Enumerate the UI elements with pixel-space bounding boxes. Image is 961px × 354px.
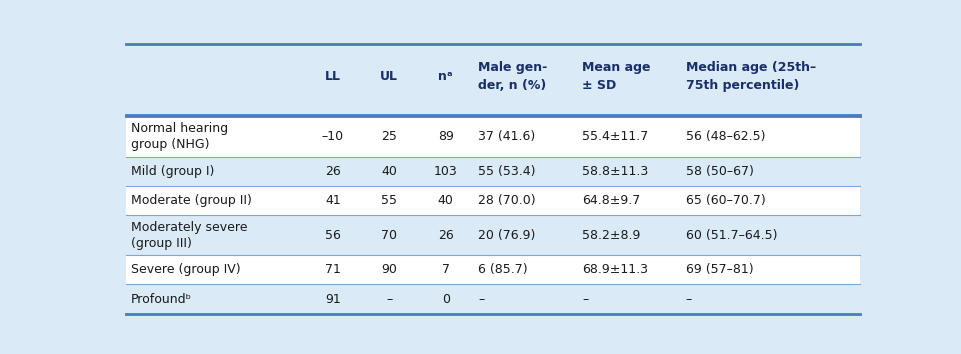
Text: nᵃ: nᵃ [438, 70, 453, 83]
Text: Male gen-
der, n (%): Male gen- der, n (%) [478, 61, 547, 92]
Text: 41: 41 [325, 194, 340, 207]
Text: 26: 26 [325, 165, 340, 178]
Text: 69 (57–81): 69 (57–81) [685, 263, 752, 276]
Text: –: – [478, 293, 484, 306]
Text: 55 (53.4): 55 (53.4) [478, 165, 535, 178]
Text: Mild (group I): Mild (group I) [131, 165, 214, 178]
Text: 58.2±8.9: 58.2±8.9 [581, 229, 640, 242]
Text: 60 (51.7–64.5): 60 (51.7–64.5) [685, 229, 776, 242]
Text: 71: 71 [325, 263, 340, 276]
Text: Moderate (group II): Moderate (group II) [131, 194, 251, 207]
Text: –: – [385, 293, 392, 306]
Text: 6 (85.7): 6 (85.7) [478, 263, 528, 276]
Text: 70: 70 [381, 229, 397, 242]
Text: 56: 56 [325, 229, 340, 242]
Text: 55: 55 [381, 194, 397, 207]
Text: 90: 90 [381, 263, 397, 276]
Text: 55.4±11.7: 55.4±11.7 [581, 130, 648, 143]
Text: –: – [581, 293, 588, 306]
Text: –10: –10 [322, 130, 344, 143]
Text: 40: 40 [381, 165, 397, 178]
Text: 68.9±11.3: 68.9±11.3 [581, 263, 648, 276]
Text: Normal hearing
group (NHG): Normal hearing group (NHG) [131, 122, 228, 151]
Text: 0: 0 [441, 293, 449, 306]
Text: 26: 26 [437, 229, 454, 242]
Text: 20 (76.9): 20 (76.9) [478, 229, 535, 242]
Text: Profoundᵇ: Profoundᵇ [131, 293, 191, 306]
Text: 91: 91 [325, 293, 340, 306]
Text: 56 (48–62.5): 56 (48–62.5) [685, 130, 765, 143]
Text: UL: UL [380, 70, 398, 83]
Text: 25: 25 [381, 130, 397, 143]
Text: 40: 40 [437, 194, 454, 207]
Text: Median age (25th–
75th percentile): Median age (25th– 75th percentile) [685, 61, 815, 92]
Text: 65 (60–70.7): 65 (60–70.7) [685, 194, 765, 207]
Text: 58.8±11.3: 58.8±11.3 [581, 165, 648, 178]
Text: 7: 7 [441, 263, 449, 276]
Text: Severe (group IV): Severe (group IV) [131, 263, 240, 276]
Text: 103: 103 [433, 165, 457, 178]
Text: 28 (70.0): 28 (70.0) [478, 194, 535, 207]
Text: 89: 89 [437, 130, 454, 143]
Text: 37 (41.6): 37 (41.6) [478, 130, 535, 143]
Text: –: – [685, 293, 691, 306]
Text: Moderately severe
(group III): Moderately severe (group III) [131, 221, 247, 250]
Text: 58 (50–67): 58 (50–67) [685, 165, 753, 178]
Text: Mean age
± SD: Mean age ± SD [581, 61, 650, 92]
Text: 64.8±9.7: 64.8±9.7 [581, 194, 640, 207]
Text: LL: LL [325, 70, 340, 83]
